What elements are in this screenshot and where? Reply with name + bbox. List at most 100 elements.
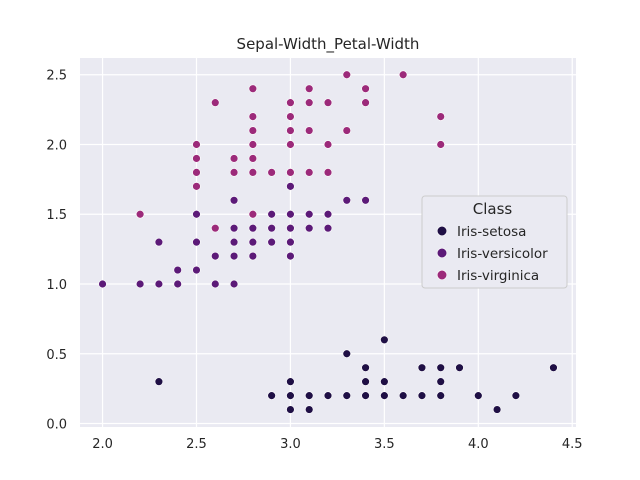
iris-versicolor-point: [286, 182, 295, 191]
iris-setosa-point: [417, 363, 427, 372]
iris-versicolor-point: [98, 279, 107, 289]
iris-setosa-point: [154, 377, 164, 386]
iris-virginica-point: [286, 98, 295, 107]
y-tick-label: 1.5: [46, 208, 67, 223]
iris-virginica-point: [286, 168, 295, 177]
iris-setosa-point: [549, 363, 558, 372]
iris-versicolor-point: [154, 279, 164, 289]
x-tick-label: 2.5: [186, 437, 207, 452]
iris-versicolor-point: [229, 224, 239, 233]
iris-versicolor-point: [305, 210, 314, 219]
iris-setosa-point: [455, 363, 464, 372]
iris-virginica-point: [305, 84, 314, 93]
iris-virginica-point: [323, 168, 333, 177]
x-tick-label: 2.0: [92, 437, 113, 452]
iris-versicolor-point: [211, 279, 220, 289]
iris-setosa-point: [380, 335, 389, 345]
iris-versicolor-point: [229, 237, 239, 247]
iris-versicolor-point: [173, 265, 182, 275]
x-axis-ticks: 2.0 2.5 3.0 3.5 4.0 4.5: [92, 437, 582, 452]
iris-setosa-point: [342, 349, 351, 358]
iris-setosa-point: [380, 391, 389, 400]
iris-virginica-point: [398, 70, 408, 79]
iris-versicolor-point: [229, 196, 239, 205]
iris-versicolor-point: [305, 224, 314, 233]
y-tick-label: 0.5: [46, 348, 67, 363]
iris-virginica-point: [286, 140, 295, 149]
iris-setosa-point: [398, 391, 408, 400]
iris-versicolor-point: [286, 224, 295, 233]
iris-virginica-point: [436, 140, 445, 149]
iris-virginica-point: [229, 168, 239, 177]
y-tick-label: 2.5: [46, 69, 67, 84]
iris-virginica-point: [248, 112, 258, 121]
iris-versicolor-point: [267, 237, 276, 247]
y-tick-label: 2.0: [46, 138, 67, 153]
iris-versicolor-point: [211, 251, 220, 261]
y-tick-label: 0.0: [46, 418, 67, 433]
iris-setosa-point: [361, 391, 370, 400]
legend-marker-iris-versicolor: [436, 247, 448, 259]
iris-virginica-point: [248, 126, 258, 135]
iris-versicolor-point: [267, 210, 276, 219]
y-axis-ticks: 0.0 0.5 1.0 1.5 2.0 2.5: [46, 69, 67, 433]
iris-setosa-point: [492, 405, 502, 414]
iris-virginica-point: [361, 84, 370, 93]
iris-setosa-point: [380, 377, 389, 386]
iris-virginica-point: [323, 140, 333, 149]
iris-versicolor-point: [361, 196, 370, 205]
iris-versicolor-point: [248, 251, 258, 261]
iris-versicolor-point: [342, 196, 351, 205]
iris-setosa-point: [474, 391, 483, 400]
iris-virginica-point: [211, 98, 220, 107]
iris-versicolor-point: [323, 224, 333, 233]
legend-marker-iris-virginica: [436, 269, 448, 281]
iris-setosa-point: [417, 391, 427, 400]
iris-virginica-point: [248, 168, 258, 177]
iris-versicolor-point: [267, 224, 276, 233]
x-tick-label: 3.5: [374, 437, 395, 452]
iris-versicolor-point: [192, 237, 201, 247]
iris-setosa-point: [436, 377, 445, 386]
iris-virginica-point: [211, 224, 220, 233]
iris-virginica-point: [192, 168, 201, 177]
iris-virginica-point: [342, 70, 351, 79]
iris-versicolor-point: [286, 237, 295, 247]
iris-setosa-point: [305, 391, 314, 400]
iris-virginica-point: [192, 182, 201, 191]
iris-virginica-point: [286, 126, 295, 135]
iris-setosa-point: [361, 363, 370, 372]
iris-versicolor-point: [135, 279, 145, 289]
data-points: [98, 70, 558, 414]
legend: Class Iris-setosa Iris-versicolor Iris-vir…: [421, 195, 568, 289]
iris-versicolor-point: [229, 251, 239, 261]
iris-virginica-point: [305, 168, 314, 177]
iris-virginica-point: [192, 154, 201, 163]
iris-versicolor-point: [154, 237, 164, 247]
iris-setosa-point: [511, 391, 521, 400]
iris-virginica-point: [323, 98, 333, 107]
chart-title: Sepal-Width_Petal-Width: [237, 35, 420, 54]
iris-virginica-point: [248, 140, 258, 149]
iris-setosa-point: [323, 391, 333, 400]
iris-versicolor-point: [248, 237, 258, 247]
legend-label-iris-versicolor: Iris-versicolor: [457, 246, 548, 262]
iris-setosa-point: [436, 363, 445, 372]
iris-versicolor-point: [286, 210, 295, 219]
y-tick-label: 1.0: [46, 278, 67, 293]
iris-versicolor-point: [248, 224, 258, 233]
iris-virginica-point: [192, 140, 201, 149]
iris-virginica-point: [267, 168, 276, 177]
iris-versicolor-point: [323, 210, 333, 219]
iris-virginica-point: [342, 126, 351, 135]
iris-setosa-point: [267, 391, 276, 400]
legend-marker-iris-setosa: [436, 225, 448, 237]
iris-versicolor-point: [286, 251, 295, 261]
legend-label-iris-virginica: Iris-virginica: [457, 268, 539, 284]
iris-setosa-point: [286, 377, 295, 386]
iris-virginica-point: [305, 126, 314, 135]
iris-virginica-point: [361, 98, 370, 107]
iris-virginica-point: [248, 84, 258, 93]
iris-setosa-point: [305, 405, 314, 414]
iris-versicolor-point: [173, 279, 182, 289]
